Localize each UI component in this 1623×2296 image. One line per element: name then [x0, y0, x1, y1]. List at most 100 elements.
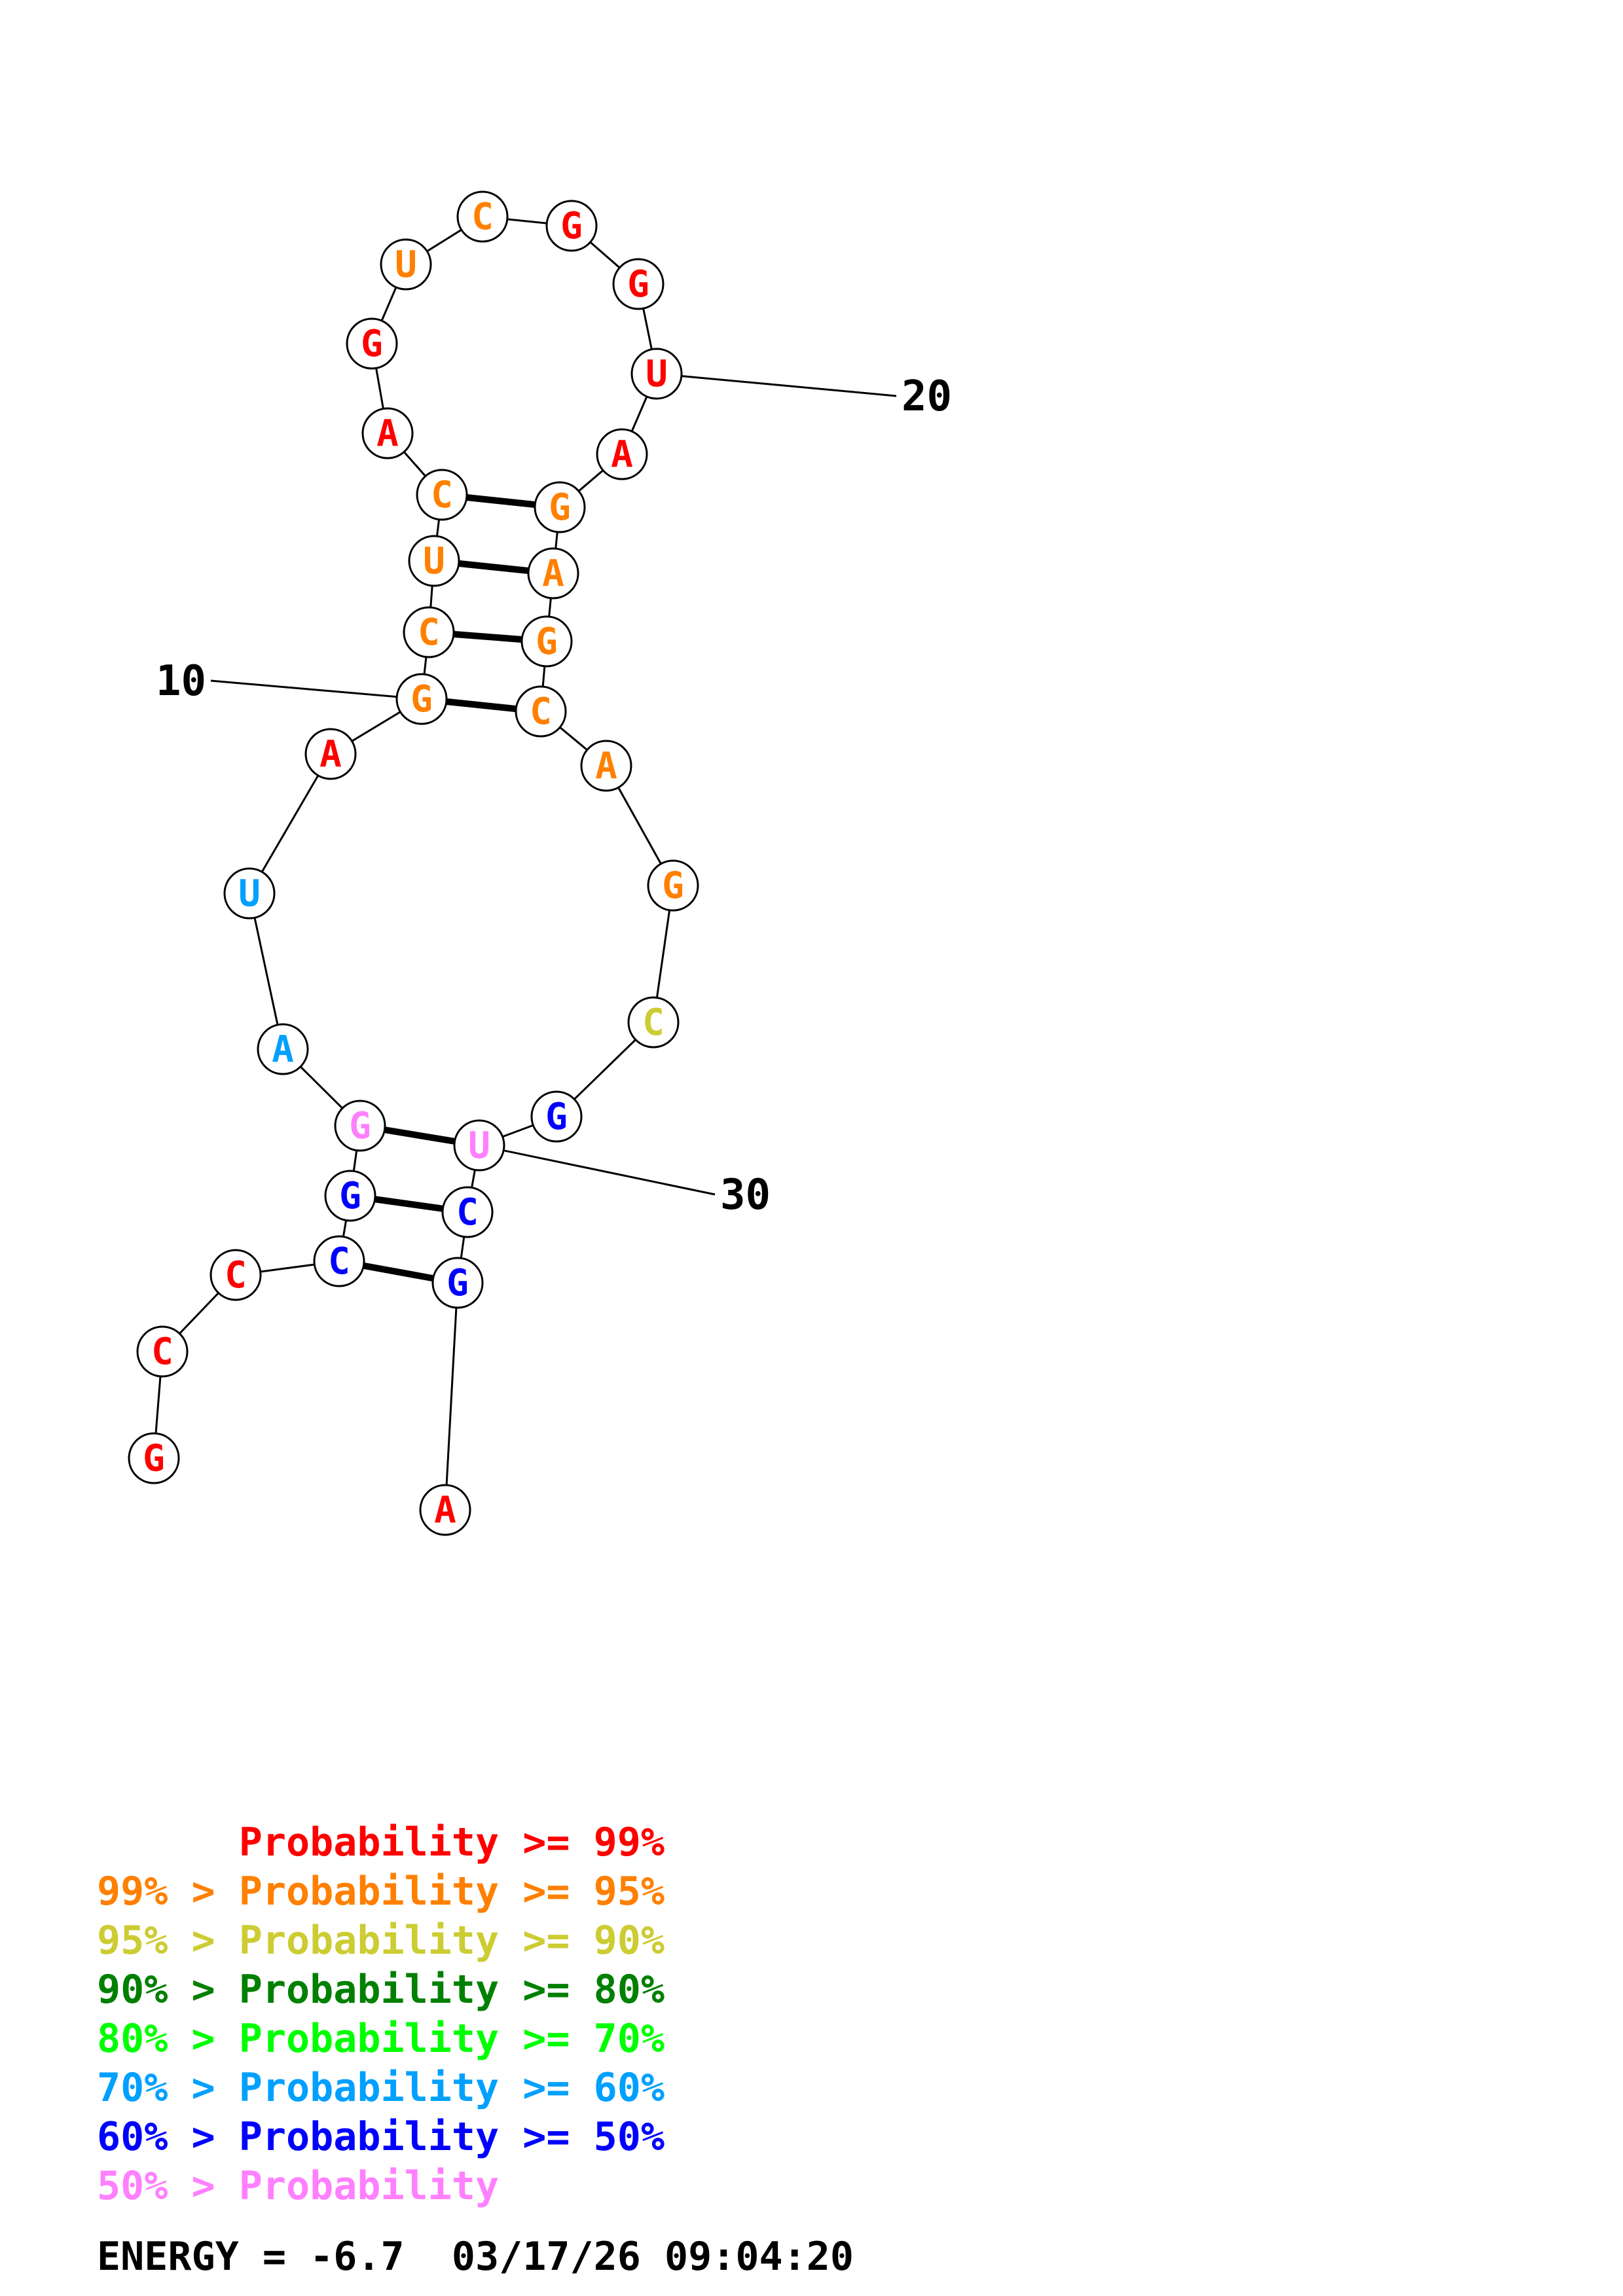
nucleotide-base: G — [545, 1096, 568, 1138]
nucleotide-base: C — [530, 691, 552, 733]
nucleotide: G — [431, 1257, 484, 1309]
legend-entry: 90% > Probability >= 80% — [97, 1967, 665, 2013]
nucleotide: U — [380, 238, 432, 291]
nucleotide-circle — [515, 685, 567, 738]
nucleotide-circle — [210, 1249, 262, 1301]
nucleotide: C — [515, 685, 567, 738]
nucleotide-circle — [395, 673, 448, 725]
nucleotide-circle — [596, 428, 648, 480]
nucleotide-base: G — [627, 263, 649, 306]
index-leader-line — [210, 679, 422, 700]
nucleotide: A — [527, 547, 579, 600]
nucleotide-circle — [128, 1432, 180, 1484]
nucleotide-circle — [346, 317, 398, 370]
nucleotide-circle — [530, 1090, 583, 1143]
nucleotide-base: G — [339, 1175, 361, 1217]
nucleotide-base: A — [272, 1028, 294, 1071]
nucleotide-circle — [324, 1170, 376, 1222]
probability-legend: Probability >= 99%99% > Probability >= 9… — [97, 1820, 665, 2209]
nucleotide-circle — [136, 1325, 189, 1378]
legend-entry: 80% > Probability >= 70% — [97, 2016, 665, 2062]
nucleotide: A — [596, 428, 648, 480]
nucleotide-base: C — [418, 611, 440, 654]
nucleotide-circle — [431, 1257, 484, 1309]
nucleotide-base: A — [376, 412, 399, 455]
nucleotide-circle — [545, 200, 598, 252]
nucleotide: A — [361, 407, 414, 459]
nucleotide: G — [346, 317, 398, 370]
nucleotide: C — [313, 1235, 365, 1287]
nucleotide: A — [580, 740, 632, 792]
nucleotide-circle — [647, 859, 699, 912]
legend-entry: Probability >= 99% — [97, 1820, 665, 1865]
index-leader-line — [479, 1144, 716, 1196]
nucleotide-base: C — [151, 1331, 173, 1373]
nucleotide-base: G — [447, 1262, 469, 1304]
nucleotide-base: C — [642, 1001, 665, 1044]
nucleotide-circle — [580, 740, 632, 792]
nucleotide-base: U — [468, 1124, 490, 1167]
nucleotide: A — [304, 728, 357, 780]
nucleotide: G — [612, 258, 665, 310]
nucleotide-circle — [630, 348, 683, 400]
nucleotide: C — [416, 469, 468, 521]
backbone-link — [248, 893, 284, 1050]
nucleotide-base: C — [431, 474, 453, 516]
nucleotide-circle — [612, 258, 665, 310]
nucleotide-base: G — [410, 678, 433, 721]
nucleotide: G — [530, 1090, 583, 1143]
nucleotide: G — [520, 615, 573, 668]
nucleotide-base: G — [536, 620, 558, 663]
nucleotide-base: G — [143, 1437, 165, 1480]
nucleotide: G — [545, 200, 598, 252]
nucleotide-circle — [403, 606, 455, 658]
nucleotide: G — [534, 481, 586, 533]
nucleotide: G — [395, 673, 448, 725]
index-label: 10 — [156, 657, 206, 706]
nucleotide: C — [627, 996, 680, 1049]
nucleotide-circle — [419, 1484, 471, 1536]
index-label-layer: 10 20 30 — [156, 372, 952, 1219]
nucleotide: C — [456, 190, 509, 243]
nucleotide: G — [334, 1100, 386, 1152]
nucleotide-circle — [313, 1235, 365, 1287]
legend-entry: 60% > Probability >= 50% — [97, 2114, 665, 2160]
backbone-layer — [153, 215, 674, 1511]
nucleotide-circle — [408, 535, 460, 587]
nucleotide-circle — [223, 867, 276, 920]
nucleotide-base: U — [395, 243, 417, 286]
nucleotide-base: A — [434, 1489, 456, 1532]
backbone-link — [248, 753, 332, 894]
nucleotide: C — [441, 1186, 494, 1238]
index-label: 20 — [902, 372, 952, 421]
nucleotide-circle — [304, 728, 357, 780]
legend-entry: 99% > Probability >= 95% — [97, 1869, 665, 1914]
nucleotide-circle — [380, 238, 432, 291]
nucleotide: U — [408, 535, 460, 587]
nucleotide-base: C — [456, 1191, 479, 1234]
nucleotide-circle — [627, 996, 680, 1049]
nucleotide-circle — [534, 481, 586, 533]
nucleotide-base: G — [560, 205, 583, 247]
nucleotide: A — [419, 1484, 471, 1536]
nucleotide-circle — [527, 547, 579, 600]
index-leader-line — [656, 372, 897, 397]
nucleotide-base: U — [646, 353, 668, 395]
nucleotide-circle — [520, 615, 573, 668]
nucleotide: U — [630, 348, 683, 400]
nucleotide-circle — [416, 469, 468, 521]
nucleotide: U — [223, 867, 276, 920]
nucleotide-base: A — [611, 433, 633, 476]
nucleotide-base: C — [328, 1240, 350, 1283]
energy-date-line: ENERGY = -6.7 03/17/26 09:04:20 — [97, 2234, 854, 2280]
nucleotide-circle — [456, 190, 509, 243]
nucleotide-base: G — [361, 323, 383, 365]
index-label: 30 — [720, 1171, 771, 1219]
nucleotide-circle — [257, 1023, 309, 1075]
nucleotide-base: A — [319, 733, 342, 776]
nucleotide-circle — [334, 1100, 386, 1152]
nucleotide: U — [453, 1119, 505, 1172]
nucleotide-base: U — [238, 872, 261, 915]
